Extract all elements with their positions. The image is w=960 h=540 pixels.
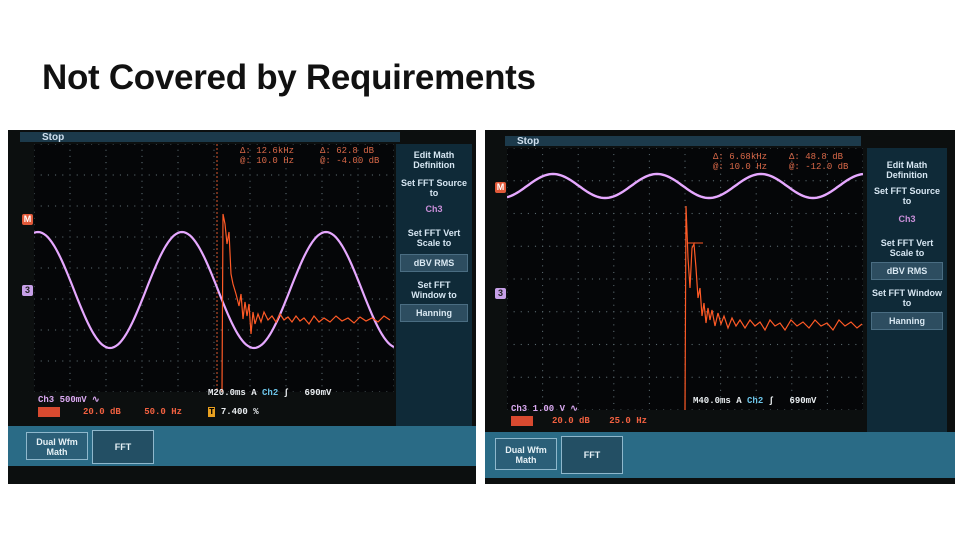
ch3-status: Ch3 1.00 V ∿ bbox=[511, 404, 578, 414]
ch3-status: Ch3 500mV ∿ bbox=[38, 395, 100, 405]
timebase-status: M40.0ms A Ch2 ∫ 690mV bbox=[693, 396, 817, 406]
oscilloscope-photo-right: Stop Δ: 6.68kHz @: 10.0 Hz Δ: 48.8 dB @:… bbox=[485, 130, 955, 484]
trigger-position: T 7.400 % bbox=[208, 407, 259, 417]
edit-math-definition[interactable]: Edit Math Definition bbox=[886, 160, 928, 180]
math-status: MATH 20.0 dB 50.0 Hz bbox=[38, 407, 183, 417]
math-status: MATH 20.0 dB 25.0 Hz bbox=[511, 416, 648, 426]
cursor-readout-freq: Δ: 12.6kHz @: 10.0 Hz bbox=[240, 146, 295, 166]
side-menu: Edit Math Definition Set FFT Source to C… bbox=[396, 144, 472, 426]
dual-wfm-math-button[interactable]: Dual Wfm Math bbox=[26, 432, 88, 460]
set-fft-window[interactable]: Set FFT Window to bbox=[411, 280, 457, 300]
ch3-marker: 3 bbox=[22, 285, 33, 296]
dual-wfm-math-button[interactable]: Dual Wfm Math bbox=[495, 438, 557, 470]
set-fft-source[interactable]: Set FFT Source to bbox=[873, 186, 940, 206]
set-fft-vert-scale[interactable]: Set FFT Vert Scale to bbox=[880, 238, 934, 258]
ch3-sine-trace bbox=[507, 172, 863, 200]
window-value[interactable]: Hanning bbox=[871, 312, 943, 330]
cursor-readout-db: Δ: 48.8 dB @: -12.0 dB bbox=[789, 152, 849, 172]
status-bar bbox=[20, 132, 400, 142]
slide-title: Not Covered by Requirements bbox=[42, 58, 536, 97]
graticule bbox=[507, 148, 863, 410]
window-value[interactable]: Hanning bbox=[400, 304, 468, 322]
vert-scale-value[interactable]: dBV RMS bbox=[871, 262, 943, 280]
scope-screen-right: Stop Δ: 6.68kHz @: 10.0 Hz Δ: 48.8 dB @:… bbox=[485, 130, 955, 484]
fft-button[interactable]: FFT bbox=[561, 436, 623, 474]
set-fft-window[interactable]: Set FFT Window to bbox=[872, 288, 942, 308]
set-fft-source[interactable]: Set FFT Source to bbox=[400, 178, 467, 198]
graticule bbox=[34, 144, 394, 392]
waveform-display bbox=[507, 148, 863, 410]
fft-trace bbox=[684, 205, 863, 410]
status-bar bbox=[505, 136, 861, 146]
fft-source-value: Ch3 bbox=[898, 214, 916, 224]
fft-source-value: Ch3 bbox=[425, 204, 443, 214]
acquisition-status: Stop bbox=[42, 132, 65, 143]
set-fft-vert-scale[interactable]: Set FFT Vert Scale to bbox=[407, 228, 461, 248]
cursor-readout-db: Δ: 62.8 dB @: -4.00 dB bbox=[320, 146, 380, 166]
ch3-marker: 3 bbox=[495, 288, 506, 299]
edit-math-definition[interactable]: Edit Math Definition bbox=[413, 150, 455, 170]
vert-scale-value[interactable]: dBV RMS bbox=[400, 254, 468, 272]
side-menu: Edit Math Definition Set FFT Source to C… bbox=[867, 148, 947, 438]
ch3-sine-trace bbox=[34, 230, 394, 350]
oscilloscope-photo-left: Stop Δ: 12.6kHz @: 10.0 Hz Δ: 62.8 dB @:… bbox=[8, 130, 476, 484]
fft-trace bbox=[221, 213, 391, 392]
scope-screen-left: Stop Δ: 12.6kHz @: 10.0 Hz Δ: 62.8 dB @:… bbox=[8, 130, 476, 484]
fft-button[interactable]: FFT bbox=[92, 430, 154, 464]
cursor-readout-freq: Δ: 6.68kHz @: 10.0 Hz bbox=[713, 152, 768, 172]
waveform-display bbox=[34, 144, 394, 392]
timebase-status: M20.0ms A Ch2 ∫ 690mV bbox=[208, 388, 332, 398]
acquisition-status: Stop bbox=[517, 136, 540, 147]
math-marker: M bbox=[495, 182, 506, 193]
math-marker: M bbox=[22, 214, 33, 225]
